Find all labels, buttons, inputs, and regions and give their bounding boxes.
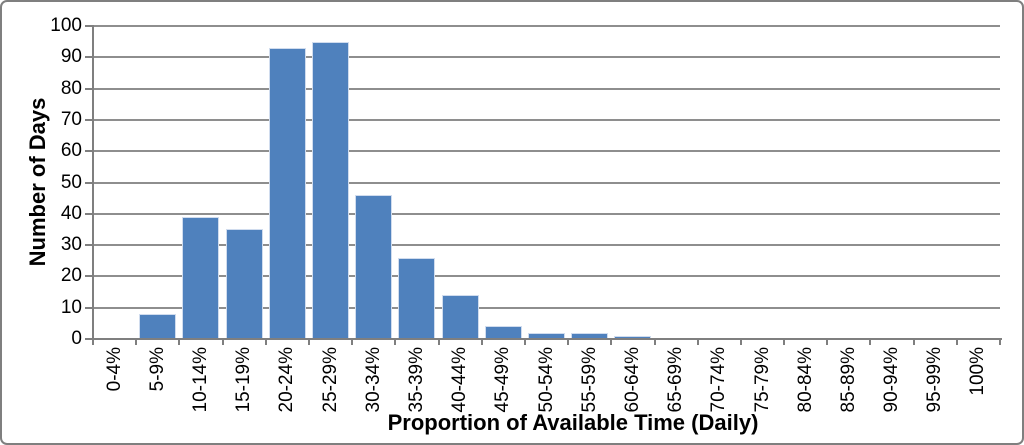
x-tick-18 (869, 339, 872, 345)
y-tick-10 (85, 306, 93, 309)
y-tick-label-50: 50 (60, 171, 82, 193)
y-tick-0 (85, 338, 93, 340)
x-tick-label-25-29%: 25-29% (319, 347, 341, 413)
bar-40-44% (441, 295, 479, 338)
bar-20-24% (268, 48, 306, 338)
bar-15-19% (225, 229, 263, 338)
gridline-y-80 (93, 87, 1000, 90)
x-axis-title: Proportion of Available Time (Daily) (387, 410, 759, 435)
y-tick-70 (85, 118, 93, 121)
x-tick-16 (783, 339, 785, 345)
x-tick-label-5-9%: 5-9% (146, 347, 168, 392)
y-tick-label-80: 80 (60, 77, 82, 99)
x-tick-label-50-54%: 50-54% (535, 347, 557, 413)
bar-50-54% (527, 333, 565, 338)
x-tick-4 (264, 339, 267, 345)
bar-60-64% (614, 336, 652, 338)
bar-45-49% (484, 326, 522, 338)
x-tick-label-40-44%: 40-44% (449, 347, 471, 413)
gridline-y-20 (93, 275, 1000, 278)
gridline-y-70 (93, 118, 1000, 121)
gridline-y-50 (93, 181, 1000, 184)
x-tick-17 (826, 339, 829, 345)
y-tick-label-0: 0 (71, 328, 82, 349)
x-tick-label-90-94%: 90-94% (881, 347, 902, 413)
y-tick-label-100: 100 (50, 15, 82, 36)
x-tick-label-10-14%: 10-14% (190, 347, 211, 413)
x-tick-label-70-74%: 70-74% (708, 347, 730, 413)
gridline-y-40 (93, 212, 1000, 215)
x-tick-label-85-89%: 85-89% (837, 347, 859, 413)
y-tick-100 (85, 25, 93, 27)
y-tick-label-40: 40 (60, 202, 82, 224)
y-tick-60 (85, 150, 93, 153)
y-tick-label-30: 30 (60, 234, 82, 256)
x-tick-label-15-19%: 15-19% (233, 347, 255, 413)
x-tick-3 (221, 339, 224, 345)
x-tick-10 (523, 339, 526, 345)
x-tick-label-95-99%: 95-99% (924, 347, 946, 413)
x-tick-label-35-39%: 35-39% (405, 347, 427, 413)
gridline-y-30 (93, 244, 1000, 247)
x-tick-label-45-49%: 45-49% (492, 347, 514, 413)
x-tick-5 (308, 339, 310, 345)
gridline-y-60 (93, 150, 1000, 153)
y-tick-label-10: 10 (60, 296, 82, 318)
x-tick-label-30-34%: 30-34% (362, 347, 384, 413)
y-tick-80 (85, 87, 93, 90)
x-tick-20 (955, 339, 958, 345)
y-tick-30 (85, 244, 93, 247)
x-tick-8 (437, 339, 440, 345)
bar-25-29% (312, 42, 350, 338)
x-tick-14 (696, 339, 699, 345)
x-tick-2 (178, 339, 181, 345)
x-tick-label-100%: 100% (967, 347, 989, 396)
bar-10-14% (182, 217, 220, 338)
bar-35-39% (398, 258, 436, 338)
x-tick-label-75-79%: 75-79% (751, 347, 773, 413)
x-tick-21 (999, 339, 1001, 345)
x-tick-1 (135, 339, 138, 345)
bar-30-34% (355, 195, 393, 338)
x-tick-label-55-59%: 55-59% (578, 347, 600, 413)
gridline-y-10 (93, 306, 1000, 309)
y-tick-label-60: 60 (60, 140, 82, 162)
y-axis-line (92, 25, 94, 340)
y-tick-label-90: 90 (60, 46, 82, 68)
x-tick-19 (912, 339, 915, 345)
y-tick-label-70: 70 (60, 108, 82, 130)
x-tick-7 (394, 339, 397, 345)
x-tick-label-0-4%: 0-4% (103, 347, 125, 392)
y-tick-90 (85, 56, 93, 59)
x-tick-label-80-84%: 80-84% (794, 347, 816, 413)
bar-55-59% (571, 333, 609, 338)
bar-5-9% (139, 314, 177, 338)
x-tick-6 (351, 339, 354, 345)
x-tick-label-20-24%: 20-24% (276, 347, 298, 413)
x-tick-label-65-69%: 65-69% (665, 347, 687, 413)
x-tick-9 (480, 339, 483, 345)
gridline-y-90 (93, 56, 1000, 59)
x-tick-15 (739, 339, 742, 345)
y-tick-label-20: 20 (60, 265, 82, 287)
x-tick-label-60-64%: 60-64% (621, 347, 643, 413)
y-tick-20 (85, 275, 93, 278)
x-tick-11 (567, 339, 570, 345)
x-axis-line (93, 338, 1002, 340)
x-tick-0 (92, 339, 94, 345)
x-tick-13 (653, 339, 656, 345)
x-tick-12 (610, 339, 613, 345)
y-tick-40 (85, 212, 93, 215)
gridline-y-100 (93, 25, 1000, 27)
y-tick-50 (85, 181, 93, 184)
